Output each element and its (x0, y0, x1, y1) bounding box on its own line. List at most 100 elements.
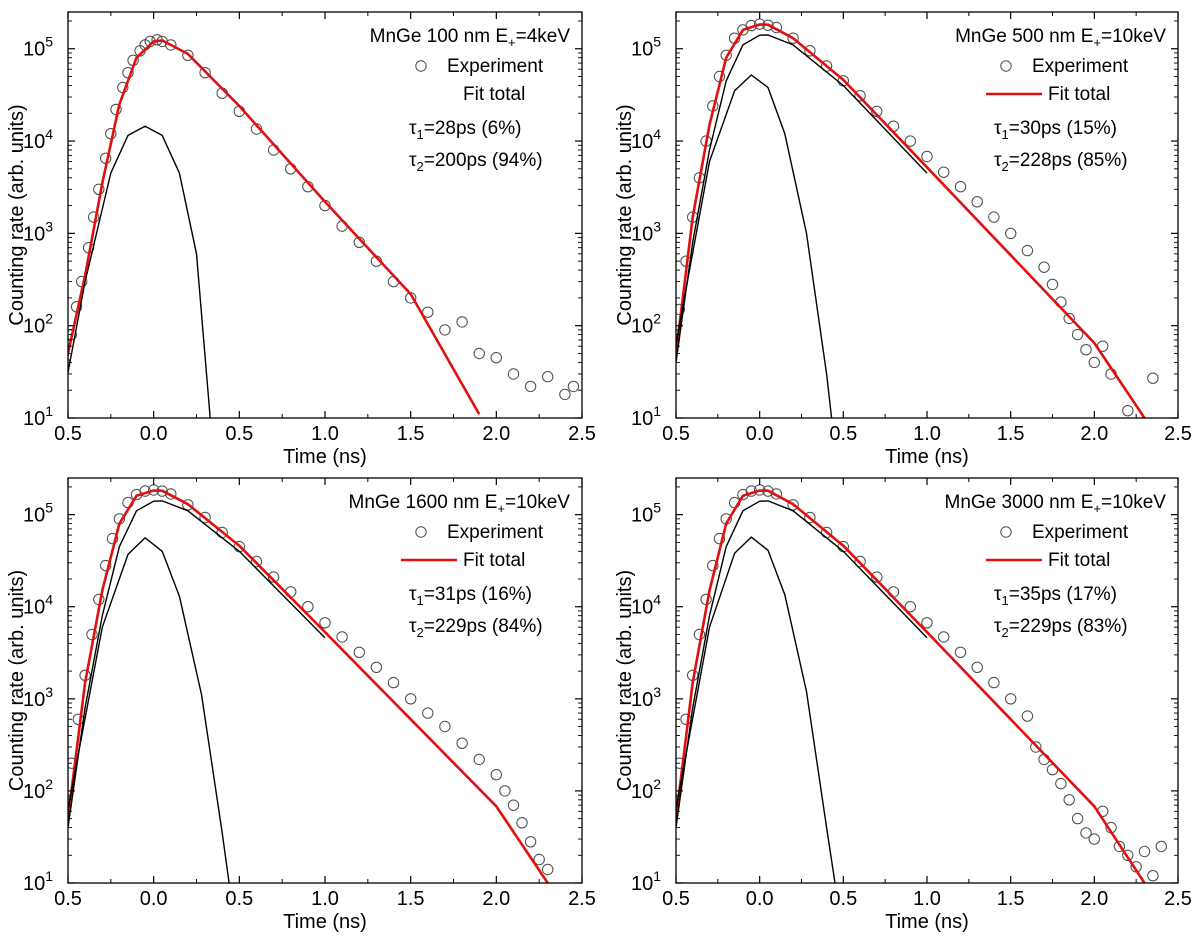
experiment-point (1021, 710, 1034, 722)
experiment-point (1005, 693, 1017, 705)
experiment-point (405, 693, 417, 705)
tau2-annotation: τ2=229ps (84%) (409, 616, 543, 640)
experiment-point (1088, 356, 1101, 369)
y-tick-label: 105 (631, 34, 661, 61)
experiment-point (490, 352, 502, 364)
fit-total-curve (676, 23, 1146, 418)
experiment-point (954, 646, 967, 658)
experiment-point (804, 511, 816, 524)
fit-total-curve (68, 489, 549, 883)
experiment-point (54, 385, 64, 395)
experiment-point (439, 720, 451, 733)
component-1-curve (676, 74, 833, 418)
y-tick-label: 105 (23, 34, 53, 61)
experiment-point (1122, 405, 1134, 417)
experiment-point (988, 211, 1000, 223)
panel-title: MnGe 3000 nm E+=10keV (945, 492, 1167, 516)
chart-panel-4: 0.5 0.0 0.5 1.0 1.5 2.0 2.5 101 102 103 104 105 Time… (614, 477, 1192, 933)
y-tick-label: 102 (23, 311, 53, 338)
y-tick-label: 103 (23, 684, 53, 711)
experiment-point (267, 571, 280, 583)
experiment-point (199, 511, 211, 524)
legend-fit-total-label: Fit total (463, 84, 525, 105)
x-tick-label: 1.5 (397, 888, 425, 910)
x-tick-label: 1.5 (397, 423, 425, 445)
legend-fit-total-label: Fit total (463, 550, 525, 571)
y-tick-label: 104 (631, 592, 661, 619)
y-axis-label: Counting rate (arb. units) (614, 104, 636, 325)
panel-title: MnGe 1600 nm E+=10keV (349, 492, 571, 516)
experiment-point (971, 661, 983, 673)
x-tick-label: 0.5 (54, 888, 82, 910)
x-axis-label: Time (ns) (885, 911, 969, 933)
x-tick-label: 0.5 (829, 423, 857, 445)
tau1-annotation: τ1=28ps (6%) (409, 118, 521, 142)
x-tick-label: 2.5 (1164, 423, 1192, 445)
x-tick-label: 2.0 (482, 423, 510, 445)
experiment-point (904, 601, 916, 613)
y-tick-label: 105 (631, 500, 661, 527)
x-tick-label: 2.0 (1080, 423, 1108, 445)
x-tick-label: 0.5 (54, 423, 82, 445)
experiment-point (524, 836, 537, 848)
component-1-curve (676, 536, 836, 883)
chart-panel-3: 0.5 0.0 0.5 1.0 1.5 2.0 2.5 101 102 103 104 105 Time… (6, 477, 596, 933)
experiment-point (542, 863, 554, 876)
experiment-point (921, 150, 933, 163)
experiment-point (1088, 833, 1101, 845)
experiment-point (165, 39, 177, 51)
experiment-point (938, 166, 950, 178)
experiment-point (93, 183, 105, 196)
y-axis-label: Counting rate (arb. units) (6, 104, 28, 325)
tau1-annotation: τ1=30ps (15%) (994, 118, 1117, 142)
experiment-point (250, 555, 263, 568)
experiment-point (954, 181, 967, 193)
experiment-point (542, 371, 554, 383)
experiment-point (106, 532, 119, 545)
experiment-point (473, 347, 485, 360)
experiment-point (938, 631, 950, 643)
experiment-point (1138, 845, 1151, 858)
fit-total-curve (68, 39, 481, 415)
y-tick-label: 101 (631, 868, 661, 895)
experiment-point (770, 488, 783, 500)
experiment-point (661, 378, 671, 388)
experiment-point (1122, 849, 1134, 861)
panel-title: MnGe 500 nm E+=10keV (955, 26, 1166, 50)
component-2-curve (68, 500, 326, 830)
experiment-point (1038, 261, 1050, 273)
experiment-series (68, 484, 554, 876)
tau2-annotation: τ2=229ps (83%) (994, 616, 1128, 640)
y-axis-label: Counting rate (arb. units) (6, 570, 28, 791)
experiment-point (1071, 812, 1084, 825)
experiment-point (490, 769, 502, 781)
x-tick-label: 0.0 (746, 888, 774, 910)
experiment-point (1113, 840, 1126, 853)
experiment-point (422, 707, 434, 719)
experiment-point (1030, 741, 1042, 753)
component-1-curve (68, 537, 230, 883)
tau1-annotation: τ1=31ps (16%) (409, 584, 532, 608)
y-tick-label: 103 (631, 684, 661, 711)
y-tick-label: 101 (23, 403, 53, 430)
x-tick-label: 0.5 (829, 888, 857, 910)
x-axis-label: Time (ns) (283, 446, 367, 468)
legend-fit-total-label: Fit total (1048, 84, 1110, 105)
experiment-point (804, 45, 816, 57)
x-tick-label: 0.5 (662, 888, 690, 910)
experiment-point (387, 676, 400, 689)
x-tick-label: 1.5 (997, 888, 1025, 910)
component-2-curve (676, 500, 928, 831)
experiment-point (199, 67, 211, 79)
x-tick-label: 0.0 (140, 888, 168, 910)
y-tick-label: 104 (23, 592, 53, 619)
x-tick-label: 0.0 (140, 423, 168, 445)
legend-experiment-marker (1000, 526, 1012, 538)
y-tick-label: 101 (23, 868, 53, 895)
experiment-point (439, 324, 451, 336)
x-tick-label: 2.0 (1080, 888, 1108, 910)
experiment-point (100, 559, 112, 572)
experiment-point (336, 631, 348, 643)
y-tick-label: 102 (631, 311, 661, 338)
experiment-point (422, 306, 434, 318)
